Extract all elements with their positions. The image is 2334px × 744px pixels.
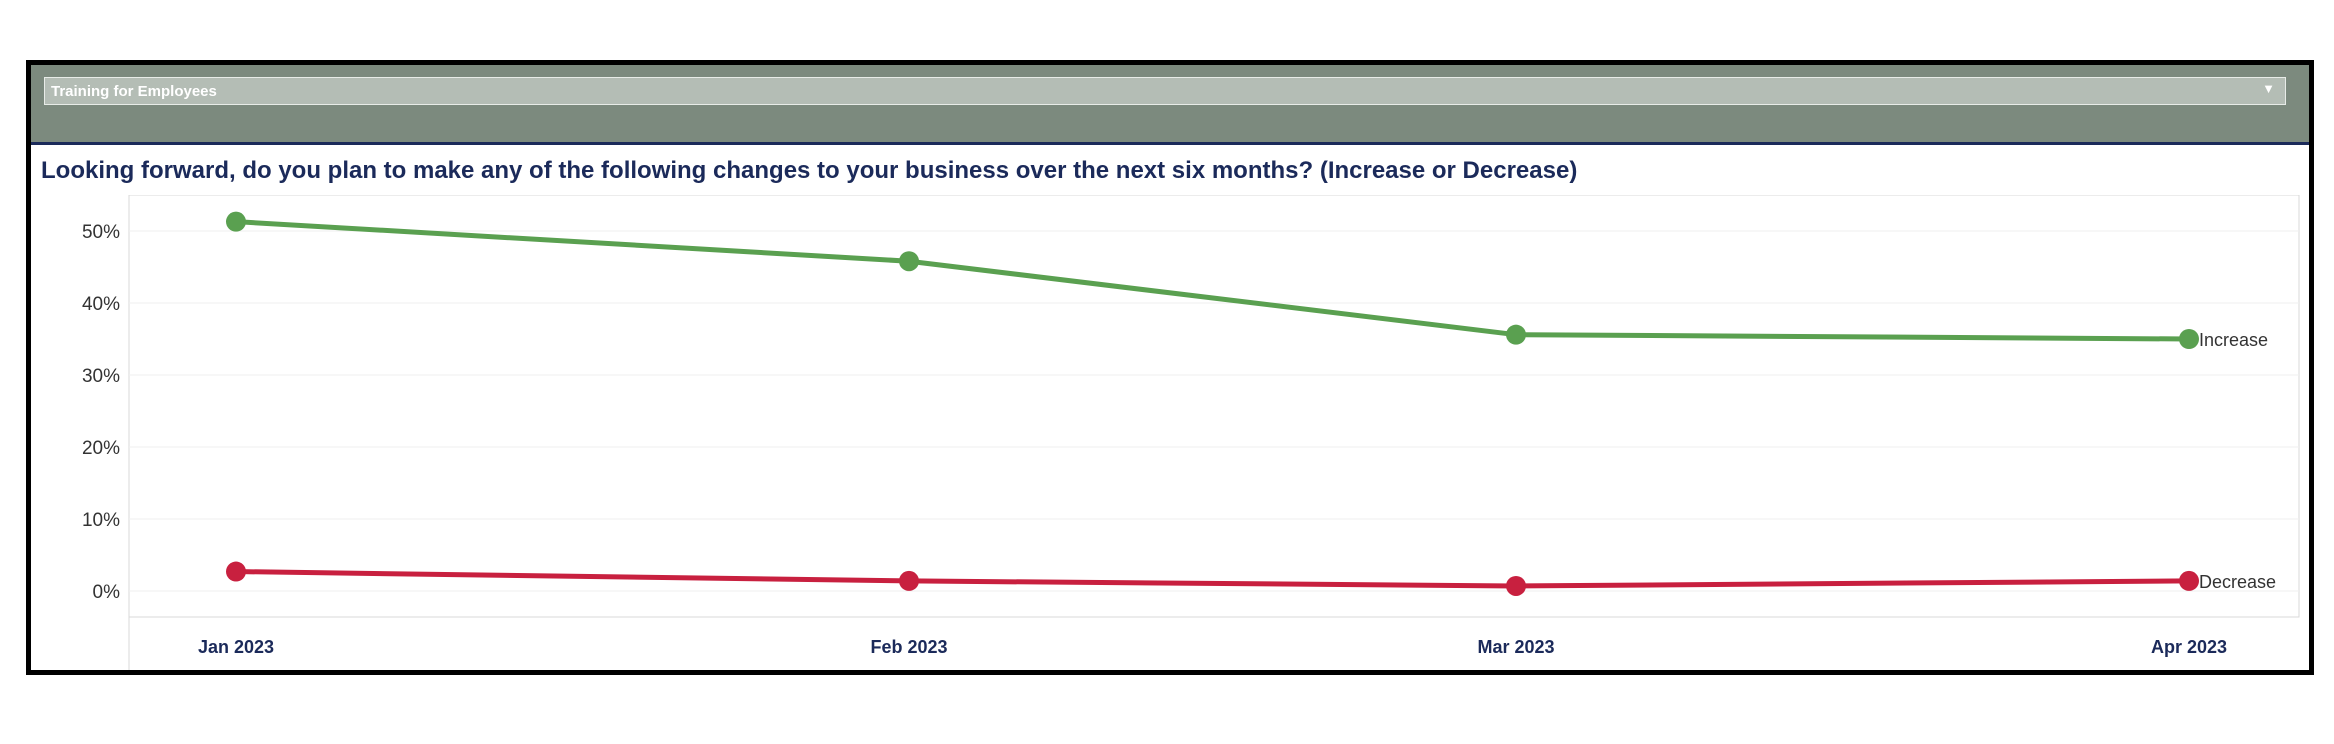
topic-dropdown[interactable]: Training for Employees ▼ — [44, 77, 2286, 105]
x-tick-label: Jan 2023 — [198, 637, 274, 657]
data-point-increase — [2179, 329, 2199, 349]
x-tick-label: Mar 2023 — [1477, 637, 1554, 657]
data-point-decrease — [899, 570, 919, 591]
series-label-increase: Increase — [2199, 330, 2268, 350]
x-tick-label: Feb 2023 — [870, 637, 947, 657]
dropdown-selected-value: Training for Employees — [51, 83, 217, 100]
y-tick-label: 40% — [82, 294, 120, 315]
filter-bar: Training for Employees ▼ — [31, 65, 2309, 145]
data-point-increase — [899, 251, 919, 272]
y-tick-label: 30% — [82, 366, 120, 387]
series-line-decrease — [235, 569, 2190, 589]
data-point-decrease — [2179, 570, 2199, 591]
data-point-decrease — [226, 561, 246, 582]
y-tick-label: 50% — [82, 222, 120, 243]
data-point-decrease — [1506, 575, 1526, 596]
data-point-increase — [226, 211, 246, 232]
chart-title: Looking forward, do you plan to make any… — [41, 157, 1578, 184]
series-label-decrease: Decrease — [2199, 572, 2276, 592]
y-tick-label: 20% — [82, 438, 120, 459]
line-chart: 0% 10% 20% 30% 40% 50% Jan 2023 Feb 2023 Mar 202… — [82, 195, 2300, 670]
series-line-increase — [235, 219, 2190, 342]
chevron-down-icon[interactable]: ▼ — [2262, 81, 2275, 96]
dashboard-frame: Training for Employees ▼ Looking forward… — [26, 60, 2314, 675]
y-tick-label: 0% — [93, 582, 121, 603]
x-tick-label: Apr 2023 — [2151, 637, 2227, 657]
data-point-increase — [1506, 324, 1526, 345]
plot-area — [128, 195, 2300, 618]
y-tick-label: 10% — [82, 510, 120, 531]
